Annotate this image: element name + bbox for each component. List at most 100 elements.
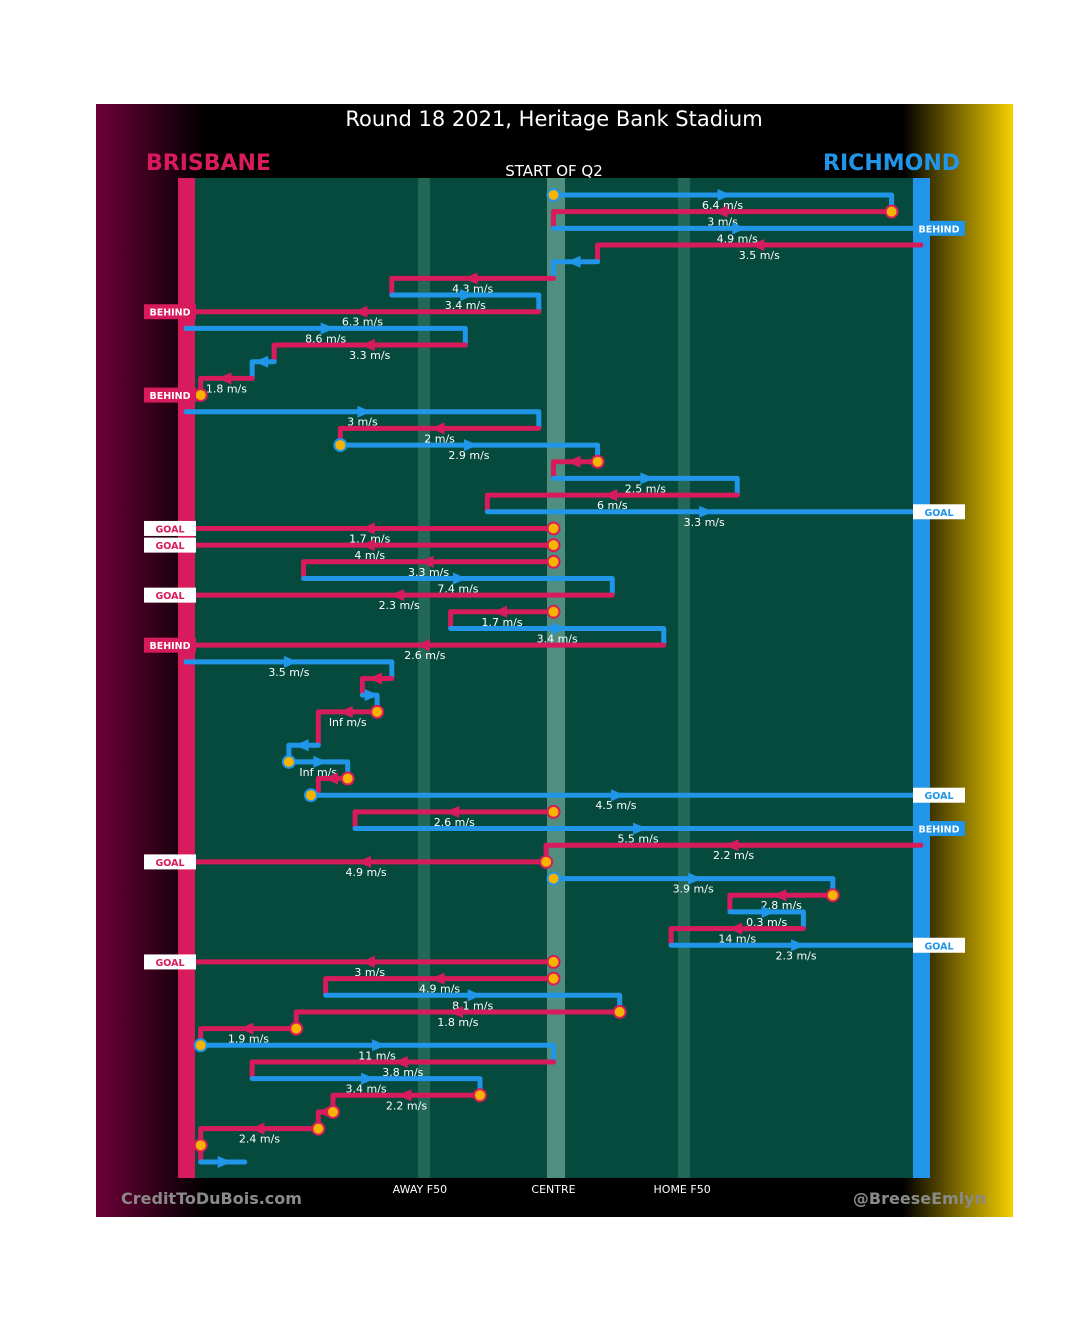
behind-badge — [913, 821, 965, 837]
ball-marker — [340, 771, 355, 786]
direction-arrow — [361, 1072, 376, 1085]
speed-label: 7.4 m/s — [437, 582, 478, 595]
speed-label: 11 m/s — [358, 1049, 396, 1062]
speed-label: 3.3 m/s — [684, 516, 725, 529]
direction-arrow — [430, 422, 445, 435]
speed-label: 2.9 m/s — [448, 449, 489, 462]
direction-arrow — [364, 689, 379, 702]
goal-badge — [144, 954, 196, 970]
ball-marker — [825, 888, 840, 903]
direction-arrow — [688, 872, 703, 885]
behind-badge — [144, 387, 196, 403]
speed-label: 2.5 m/s — [625, 482, 666, 495]
goal-badge — [913, 937, 965, 953]
speed-label: 3.3 m/s — [408, 566, 449, 579]
result-label: GOAL — [155, 958, 184, 969]
direction-arrow — [357, 855, 372, 868]
speed-label: 8.6 m/s — [305, 332, 346, 345]
speed-label: 3 m/s — [707, 216, 738, 229]
speed-label: 2.2 m/s — [386, 1099, 427, 1112]
ball-marker — [311, 1121, 326, 1136]
direction-arrow — [772, 889, 787, 902]
direction-arrow — [566, 255, 581, 268]
speed-label: 4 m/s — [354, 549, 385, 562]
x-axis-ticks: AWAY F50 CENTRE HOME F50 — [393, 1183, 711, 1196]
speed-label: 0.3 m/s — [746, 916, 787, 929]
ball-marker — [539, 854, 554, 869]
speed-label: 3.5 m/s — [739, 249, 780, 262]
speed-label: 1.7 m/s — [349, 532, 390, 545]
ball-marker — [303, 788, 318, 803]
direction-arrow — [448, 1005, 463, 1018]
speed-label: 3.9 m/s — [673, 883, 714, 896]
behind-badge — [913, 220, 965, 236]
direction-arrow — [239, 1022, 254, 1035]
result-label: BEHIND — [149, 391, 190, 402]
ball-marker — [546, 604, 561, 619]
speed-label: 1.8 m/s — [206, 382, 247, 395]
direction-arrow — [368, 672, 383, 685]
ball-marker — [546, 188, 561, 202]
ball-marker — [546, 554, 561, 569]
speed-label: 2.8 m/s — [761, 899, 802, 912]
ball-marker — [193, 1138, 208, 1153]
goal-badge — [144, 587, 196, 603]
direction-arrow — [732, 222, 747, 235]
ball-marker — [193, 1038, 208, 1053]
ball-marker — [326, 1104, 340, 1119]
direction-arrow — [415, 639, 430, 652]
direction-arrow — [254, 355, 269, 368]
speed-label: Inf m/s — [329, 716, 367, 729]
speed-label: 2.2 m/s — [713, 849, 754, 862]
home-f50-band — [678, 178, 690, 1178]
direction-arrow — [603, 489, 618, 502]
away-goal-line — [913, 178, 930, 1178]
direction-arrow — [699, 505, 714, 518]
speed-label: 5.5 m/s — [617, 833, 658, 846]
result-label: GOAL — [924, 508, 953, 519]
direction-arrow — [353, 305, 368, 318]
ball-marker — [370, 704, 385, 719]
x-tick-label: HOME F50 — [654, 1183, 711, 1196]
result-label: GOAL — [155, 858, 184, 869]
result-label: GOAL — [155, 591, 184, 602]
result-label: GOAL — [155, 541, 184, 552]
speed-label: 1.7 m/s — [481, 616, 522, 629]
direction-arrow — [640, 472, 655, 485]
behind-badge — [144, 304, 196, 320]
speed-label: 3 m/s — [354, 966, 385, 979]
home-team-label: BRISBANE — [146, 151, 271, 176]
direction-arrow — [750, 239, 765, 252]
ball-marker — [333, 438, 348, 453]
speed-label: 1.8 m/s — [437, 1016, 478, 1029]
direction-arrow — [463, 272, 478, 285]
direction-arrow — [217, 372, 232, 385]
direction-arrow — [393, 1055, 408, 1068]
x-tick-label: AWAY F50 — [393, 1183, 447, 1196]
direction-arrow — [463, 439, 478, 452]
result-label: BEHIND — [918, 224, 959, 235]
ball-marker — [546, 971, 561, 986]
right-credit: @BreeseEmlyn — [853, 1189, 986, 1208]
direction-arrow — [250, 1122, 265, 1135]
result-label: BEHIND — [149, 641, 190, 652]
direction-arrow — [713, 205, 728, 218]
direction-arrow — [360, 955, 375, 968]
direction-arrow — [360, 539, 375, 552]
ball-marker — [612, 1004, 627, 1019]
speed-label: 2.6 m/s — [434, 816, 475, 829]
direction-arrow — [633, 822, 648, 835]
speed-label: 4.9 m/s — [345, 866, 386, 879]
speed-label: 4.9 m/s — [717, 232, 758, 245]
speed-label: 6.3 m/s — [342, 316, 383, 329]
direction-arrow — [724, 839, 739, 852]
direction-arrow — [313, 755, 328, 768]
speed-label: 2.6 m/s — [404, 649, 445, 662]
speed-label: 6 m/s — [597, 499, 628, 512]
direction-arrow — [324, 772, 338, 785]
result-label: GOAL — [155, 524, 184, 535]
direction-arrow — [338, 705, 353, 718]
result-label: BEHIND — [918, 825, 959, 836]
